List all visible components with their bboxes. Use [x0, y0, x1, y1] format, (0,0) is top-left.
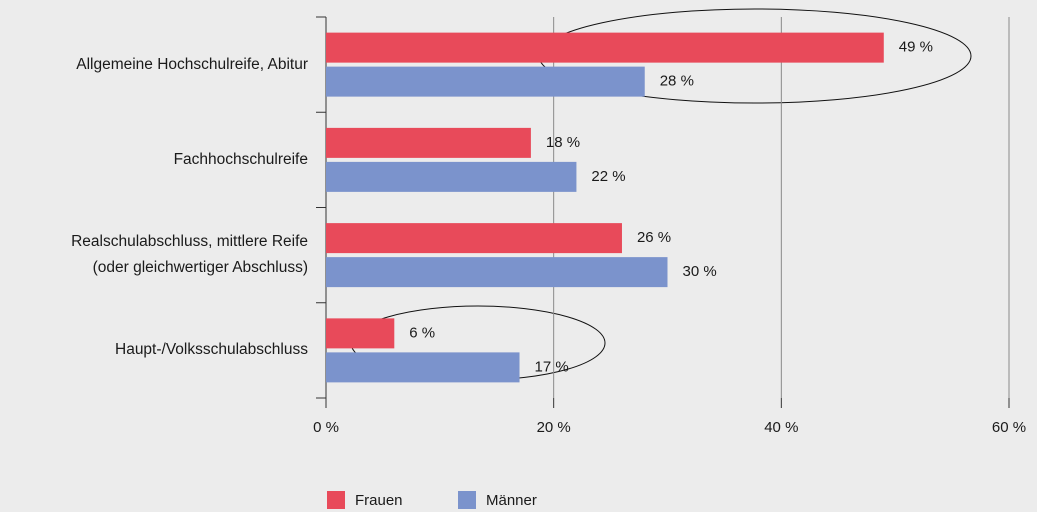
bar	[326, 318, 395, 349]
bar	[326, 223, 622, 254]
value-label: 6 %	[409, 324, 435, 341]
y-tick-label: Fachhochschulreife	[173, 150, 308, 168]
bar	[326, 66, 645, 97]
value-label: 22 %	[591, 168, 625, 185]
bar	[326, 127, 531, 158]
legend-label: Männer	[486, 492, 537, 509]
x-tick-label: 40 %	[764, 419, 798, 436]
legend-swatch	[458, 491, 476, 509]
bar	[326, 32, 884, 63]
x-tick-label: 0 %	[313, 419, 339, 436]
y-tick-label: Realschulabschluss, mittlere Reife (oder…	[71, 233, 308, 277]
value-label: 30 %	[683, 263, 717, 280]
bar	[326, 161, 577, 192]
value-label: 26 %	[637, 229, 671, 246]
value-label: 49 %	[899, 39, 933, 56]
x-tick-label: 20 %	[537, 419, 571, 436]
x-tick-label: 60 %	[992, 419, 1026, 436]
legend-label: Frauen	[355, 492, 403, 509]
y-tick-label: Haupt-/Volksschulabschluss	[115, 341, 308, 359]
value-label: 17 %	[535, 358, 569, 375]
value-label: 18 %	[546, 134, 580, 151]
bar	[326, 257, 668, 288]
y-tick-label: Allgemeine Hochschulreife, Abitur	[76, 55, 308, 73]
legend-swatch	[327, 491, 345, 509]
value-label: 28 %	[660, 73, 694, 90]
bar	[326, 352, 520, 383]
